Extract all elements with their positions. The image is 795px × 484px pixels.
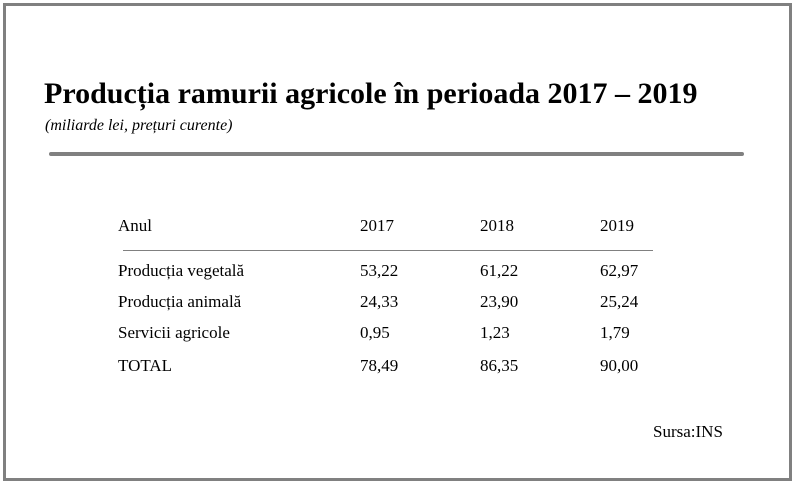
- column-header-2019: 2019: [600, 216, 634, 235]
- table-cell: 53,22: [360, 261, 399, 280]
- chart-title: Producția ramurii agricole în perioada 2…: [44, 77, 698, 110]
- table-cell: 86,35: [480, 356, 519, 375]
- table-cell: 0,95: [360, 323, 390, 342]
- table-cell: 25,24: [600, 292, 639, 311]
- table-cell: 90,00: [600, 356, 639, 375]
- table-cell: 62,97: [600, 261, 639, 280]
- column-header-label: Anul: [118, 216, 152, 235]
- table-cell: 78,49: [360, 356, 399, 375]
- column-header-2018: 2018: [480, 216, 514, 235]
- table-cell: 1,79: [600, 323, 630, 342]
- table-cell: 24,33: [360, 292, 399, 311]
- chart-subtitle: (miliarde lei, prețuri curente): [45, 117, 233, 134]
- row-label: Producția animală: [118, 292, 242, 311]
- table-cell: 1,23: [480, 323, 510, 342]
- table-cell: 23,90: [480, 292, 519, 311]
- table-cell: 61,22: [480, 261, 519, 280]
- header-divider: [123, 250, 653, 251]
- title-divider: [49, 152, 744, 156]
- chart-frame: Producția ramurii agricole în perioada 2…: [3, 3, 792, 481]
- row-label: TOTAL: [118, 356, 173, 375]
- row-label: Servicii agricole: [118, 323, 230, 342]
- source-note: Sursa:INS: [653, 422, 723, 441]
- column-header-2017: 2017: [360, 216, 394, 235]
- row-label: Producția vegetală: [118, 261, 245, 280]
